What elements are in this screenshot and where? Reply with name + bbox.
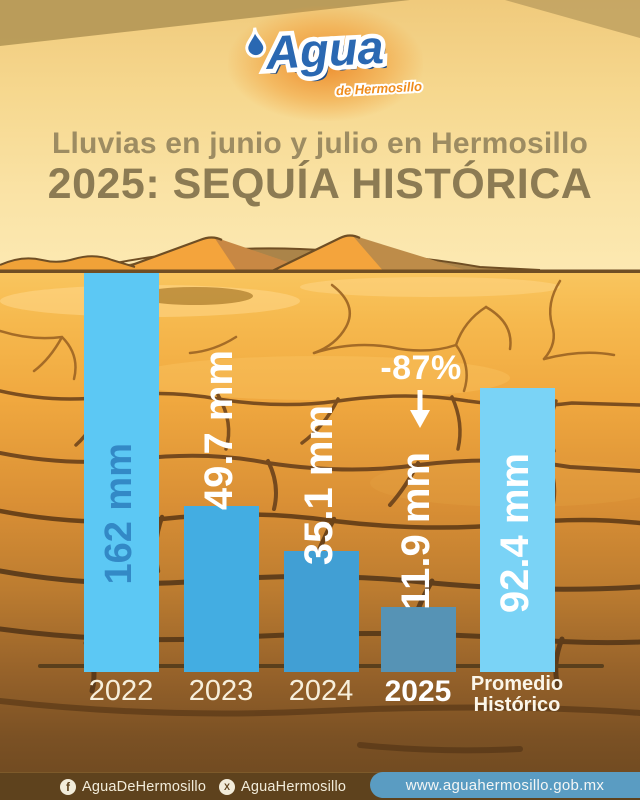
drop-percentage-annotation: -87% (380, 349, 462, 387)
x-handle-text: AguaHermosillo (241, 779, 347, 795)
footer-bar: f AguaDeHermosillo X AguaHermosillo www.… (0, 772, 640, 800)
category-label-2023: 2023 (188, 675, 254, 707)
value-label-2025: 11.9 mm (394, 452, 438, 610)
facebook-handle-text: AguaDeHermosillo (82, 779, 207, 795)
value-label-2023: 49.7 mm (197, 349, 241, 510)
x-handle: X AguaHermosillo (219, 773, 346, 800)
x-icon: X (219, 779, 235, 795)
water-drop-icon (245, 27, 267, 59)
bar-2025 (380, 607, 456, 672)
value-label-2022: 162 mm (98, 443, 140, 585)
page-title: Lluvias en junio y julio en Hermosillo 2… (0, 128, 640, 207)
title-line2: 2025: SEQUÍA HISTÓRICA (47, 159, 593, 208)
value-label-promedio-histórico: 92.4 mm (493, 452, 537, 613)
down-arrow-icon (410, 390, 430, 428)
category-label-promedio-histórico: Promedio Histórico (470, 673, 564, 716)
cracked-earth-background (0, 273, 640, 800)
sun-glow (228, 6, 423, 121)
website-url: www.aguahermosillo.gob.mx (405, 776, 605, 794)
category-label-2022: 2022 (88, 675, 154, 707)
facebook-handle: f AguaDeHermosillo (60, 773, 206, 800)
bar-promedio-histórico (479, 388, 555, 672)
bar-2024 (283, 551, 359, 672)
logo: Agua Agua de Hermosillo de Hermosillo (0, 0, 640, 121)
title-line1: Lluvias en junio y julio en Hermosillo (51, 127, 589, 160)
website-pill: www.aguahermosillo.gob.mx (370, 772, 640, 798)
value-label-2024: 35.1 mm (297, 404, 341, 565)
category-label-2025: 2025 (384, 675, 452, 708)
bar-2022 (83, 273, 159, 672)
bar-2023 (183, 506, 259, 672)
category-label-2024: 2024 (288, 675, 354, 707)
dunes-illustration (0, 234, 640, 273)
facebook-icon: f (60, 779, 76, 795)
